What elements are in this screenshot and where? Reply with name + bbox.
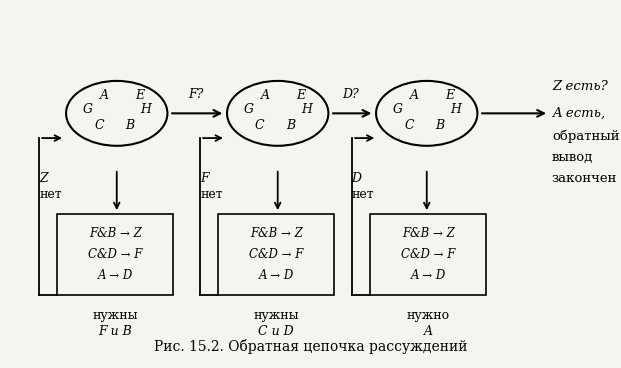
Text: B: B [286, 119, 296, 132]
Text: Z: Z [39, 172, 48, 185]
Text: нет: нет [39, 188, 62, 201]
Text: C: C [404, 119, 414, 132]
Text: A → D: A → D [258, 269, 294, 282]
Text: A есть,: A есть, [552, 107, 605, 120]
Text: C: C [255, 119, 265, 132]
Text: A: A [410, 89, 419, 102]
Text: нужно: нужно [407, 309, 450, 322]
Text: D: D [351, 172, 361, 185]
Text: F&B → Z: F&B → Z [402, 227, 455, 240]
Text: H: H [140, 103, 151, 116]
Text: G: G [83, 103, 93, 116]
Text: G: G [244, 103, 254, 116]
Text: A → D: A → D [410, 269, 446, 282]
Text: нужны: нужны [253, 309, 299, 322]
Text: Z есть?: Z есть? [552, 80, 608, 93]
Text: E: E [135, 89, 144, 102]
Text: C&D → F: C&D → F [249, 248, 304, 261]
Text: A: A [261, 89, 270, 102]
Text: вывод: вывод [552, 151, 593, 164]
Text: нет: нет [351, 188, 374, 201]
Text: закончен: закончен [552, 172, 617, 185]
Text: E: E [296, 89, 305, 102]
Text: H: H [450, 103, 461, 116]
Text: обратный: обратный [552, 130, 619, 143]
Text: D?: D? [343, 88, 360, 101]
Text: A: A [101, 89, 109, 102]
Text: G: G [393, 103, 403, 116]
Text: H: H [301, 103, 312, 116]
Text: B: B [125, 119, 134, 132]
Text: нужны: нужны [93, 309, 138, 322]
Text: E: E [445, 89, 454, 102]
Text: B: B [435, 119, 445, 132]
Text: C и D: C и D [258, 325, 294, 338]
Text: A → D: A → D [97, 269, 133, 282]
Text: F&B → Z: F&B → Z [89, 227, 142, 240]
Text: F и B: F и B [98, 325, 132, 338]
Text: F?: F? [188, 88, 204, 101]
Text: C: C [94, 119, 104, 132]
Text: C&D → F: C&D → F [401, 248, 455, 261]
Text: нет: нет [200, 188, 223, 201]
Text: Рис. 15.2. Обратная цепочка рассуждений: Рис. 15.2. Обратная цепочка рассуждений [154, 339, 467, 354]
Text: F&B → Z: F&B → Z [250, 227, 302, 240]
Text: A: A [424, 325, 433, 338]
Text: F: F [200, 172, 209, 185]
Text: C&D → F: C&D → F [88, 248, 142, 261]
